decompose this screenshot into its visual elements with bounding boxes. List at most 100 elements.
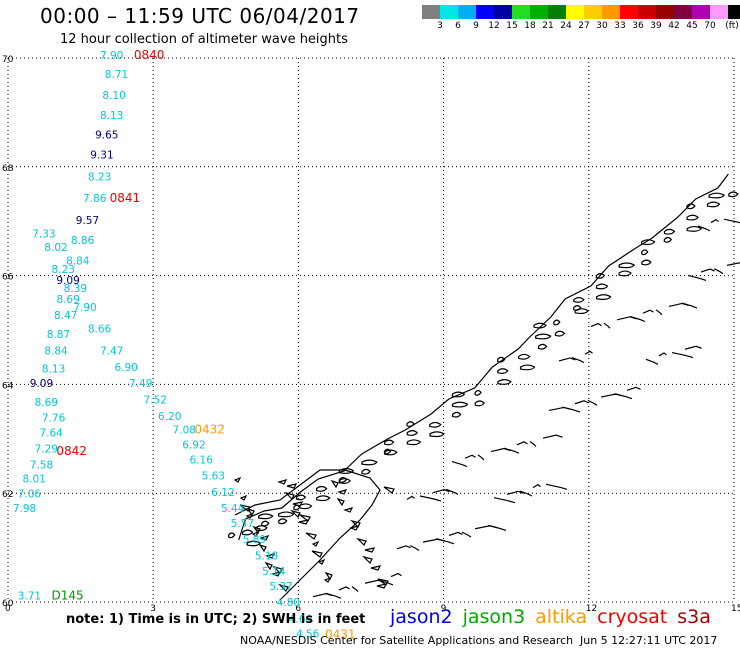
wave-height-label: 7.52 <box>144 394 167 406</box>
wave-height-label: 7.08 <box>173 424 196 436</box>
wave-height-label: 8.13 <box>100 110 123 122</box>
coastal-island <box>384 449 398 456</box>
coastal-island <box>595 273 606 279</box>
inland-water <box>655 309 663 316</box>
inland-water <box>451 461 468 468</box>
colorbar-label: 18 <box>524 21 536 31</box>
colorbar-label: 21 <box>542 21 554 31</box>
colorbar-label: 27 <box>578 21 590 31</box>
wave-height-label: 5.18 <box>255 551 278 563</box>
inland-water <box>700 268 715 273</box>
fjord-island <box>259 535 270 541</box>
credit-line: NOAA/NESDIS Center for Satellite Applica… <box>240 634 574 647</box>
wave-height-label: 8.84 <box>66 256 90 268</box>
coastal-island <box>293 504 301 511</box>
fjord-island <box>311 550 323 558</box>
wave-height-label: 9.65 <box>95 130 118 142</box>
wave-height-label: 7.33 <box>32 229 55 241</box>
coastal-island <box>383 448 392 455</box>
lat-lon-grid <box>7 57 735 603</box>
fjord-island <box>362 555 373 565</box>
wave-height-label: 8.23 <box>88 171 111 183</box>
inland-water <box>419 495 442 502</box>
coastal-island <box>452 411 462 418</box>
inland-water <box>506 490 524 495</box>
wave-height-label: 5.14 <box>262 566 286 578</box>
wave-height-label: 4.56 <box>296 628 320 640</box>
coastal-island <box>228 532 236 539</box>
longitude-tick: 12 <box>586 604 597 614</box>
wave-height-label: 8.84 <box>44 345 68 357</box>
colorbar-swatch <box>422 5 440 19</box>
inland-water <box>613 393 633 400</box>
colorbar-label: 9 <box>473 21 479 31</box>
fjord-island <box>233 476 242 483</box>
wave-height-label: 9.09 <box>56 275 79 287</box>
fjord-island <box>264 561 273 571</box>
fjord-island <box>337 489 348 495</box>
longitude-tick: 6 <box>295 604 301 614</box>
coastal-island <box>573 305 582 311</box>
coastal-island <box>686 225 703 232</box>
inland-water <box>477 454 485 461</box>
wave-height-colorbar <box>422 5 740 19</box>
colorbar-swatch <box>584 5 602 19</box>
colorbar-swatch <box>494 5 512 19</box>
coastal-island <box>474 389 482 396</box>
inland-water <box>584 350 593 355</box>
wave-height-label: 7.90 <box>100 50 123 62</box>
inland-water <box>545 483 568 490</box>
wave-height-label: 6.20 <box>158 411 181 423</box>
coastal-island <box>451 391 466 398</box>
colorbar-swatch <box>458 5 476 19</box>
inland-water <box>448 531 463 537</box>
coastal-island <box>451 401 469 408</box>
fjord-island <box>251 530 260 537</box>
footnote: note: 1) Time is in UTC; 2) SWH is in fe… <box>66 612 366 627</box>
coastal-island <box>519 364 536 371</box>
fjord-island <box>323 576 332 583</box>
inland-water <box>325 592 342 599</box>
wave-height-label: 6.16 <box>190 454 214 466</box>
fjord-island <box>239 504 251 512</box>
fjord-island <box>239 494 248 501</box>
coastal-island <box>663 236 673 243</box>
coastal-island <box>537 343 548 350</box>
coastal-island <box>686 214 699 221</box>
inland-water <box>561 406 581 413</box>
coastal-island <box>533 322 547 329</box>
inland-water <box>684 345 702 350</box>
coastal-island <box>497 368 509 374</box>
colorbar-label: 15 <box>506 21 518 31</box>
coastal-island <box>316 495 331 502</box>
wave-height-label: 9.09 <box>30 378 53 390</box>
wave-height-label: 6.12 <box>211 487 234 499</box>
wave-height-label: 5.57 <box>231 518 254 530</box>
fjord-island <box>292 501 304 507</box>
colorbar-label: 45 <box>686 21 698 31</box>
coastal-island <box>361 459 378 466</box>
fjord-island <box>336 497 345 507</box>
fjord-island <box>311 540 320 547</box>
inland-water <box>435 538 455 545</box>
inland-water <box>542 434 563 439</box>
pass-labels: 0840 0841 0842 0432 0431 D145 <box>52 48 356 641</box>
latitude-tick: 64 <box>2 381 14 391</box>
satellite-legend: jason2 jason3 altika cryosat s3a <box>390 606 721 628</box>
inland-water <box>396 545 411 550</box>
coastal-island <box>663 228 676 235</box>
inland-water <box>713 268 724 275</box>
fjord-island <box>305 532 317 540</box>
coastal-island <box>261 520 270 527</box>
generated-timestamp: Jun 5 12:27:11 UTC 2017 <box>580 634 718 647</box>
inland-water <box>687 274 707 281</box>
coastal-island <box>406 439 422 446</box>
coastal-island <box>338 478 352 484</box>
wave-height-label: 6.90 <box>114 362 137 374</box>
inland-water <box>574 400 589 405</box>
fjord-island <box>343 507 354 513</box>
coastal-island <box>574 308 590 315</box>
pass-time-label: 0842 <box>56 444 87 458</box>
wave-height-label: 7.98 <box>13 503 36 515</box>
wave-height-label: 7.76 <box>42 412 66 424</box>
